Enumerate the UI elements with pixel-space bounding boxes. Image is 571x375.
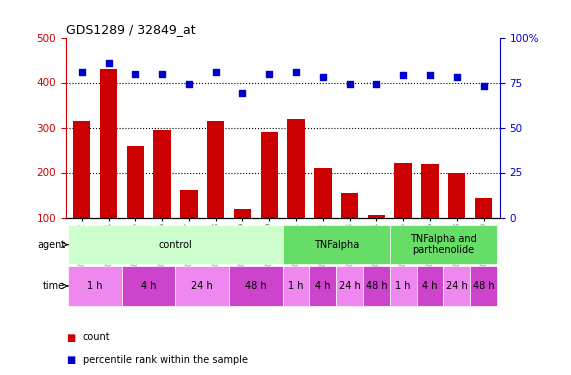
Point <box>399 72 408 78</box>
Bar <box>390 266 417 306</box>
Bar <box>260 132 278 218</box>
Bar <box>336 266 363 306</box>
Text: percentile rank within the sample: percentile rank within the sample <box>83 355 248 365</box>
Text: 1 h: 1 h <box>87 281 103 291</box>
Text: 48 h: 48 h <box>473 281 494 291</box>
Text: 4 h: 4 h <box>141 281 156 291</box>
Point <box>77 69 86 75</box>
Bar <box>127 146 144 218</box>
Text: 4 h: 4 h <box>315 281 331 291</box>
Point <box>291 69 300 75</box>
Text: ■: ■ <box>66 333 75 342</box>
Bar <box>175 266 229 306</box>
Bar <box>395 163 412 218</box>
Bar <box>122 266 175 306</box>
Text: 4 h: 4 h <box>422 281 438 291</box>
Text: ■: ■ <box>66 355 75 365</box>
Text: control: control <box>159 240 192 250</box>
Bar <box>283 225 390 264</box>
Bar <box>234 209 251 218</box>
Point <box>479 83 488 89</box>
Bar <box>73 121 90 218</box>
Bar <box>368 215 385 217</box>
Point <box>211 69 220 75</box>
Text: 48 h: 48 h <box>245 281 267 291</box>
Bar <box>390 225 497 264</box>
Text: agent: agent <box>37 240 65 250</box>
Bar <box>207 121 224 218</box>
Bar <box>363 266 390 306</box>
Bar <box>448 172 465 217</box>
Bar <box>287 118 305 218</box>
Point <box>158 70 167 76</box>
Bar <box>229 266 283 306</box>
Point <box>184 81 194 87</box>
Text: 24 h: 24 h <box>191 281 213 291</box>
Text: count: count <box>83 333 110 342</box>
Text: 24 h: 24 h <box>446 281 468 291</box>
Bar <box>154 130 171 218</box>
Bar <box>314 168 332 217</box>
Bar <box>180 190 198 217</box>
Text: GDS1289 / 32849_at: GDS1289 / 32849_at <box>66 23 195 36</box>
Bar <box>443 266 470 306</box>
Text: 1 h: 1 h <box>396 281 411 291</box>
Text: TNFalpha: TNFalpha <box>313 240 359 250</box>
Point <box>452 74 461 80</box>
Text: 48 h: 48 h <box>365 281 387 291</box>
Point <box>345 81 354 87</box>
Bar <box>309 266 336 306</box>
Point <box>372 81 381 87</box>
Text: 24 h: 24 h <box>339 281 360 291</box>
Text: 1 h: 1 h <box>288 281 304 291</box>
Text: time: time <box>43 281 65 291</box>
Bar <box>470 266 497 306</box>
Point <box>265 70 274 76</box>
Point <box>318 74 327 80</box>
Bar <box>283 266 309 306</box>
Point <box>104 60 113 66</box>
Point <box>131 70 140 76</box>
Bar <box>417 266 443 306</box>
Bar <box>100 69 117 218</box>
Bar <box>421 164 439 218</box>
Bar <box>69 225 283 264</box>
Point <box>238 90 247 96</box>
Bar <box>475 198 492 217</box>
Bar <box>69 266 122 306</box>
Bar <box>341 193 359 217</box>
Point <box>425 72 435 78</box>
Text: TNFalpha and
parthenolide: TNFalpha and parthenolide <box>410 234 477 255</box>
